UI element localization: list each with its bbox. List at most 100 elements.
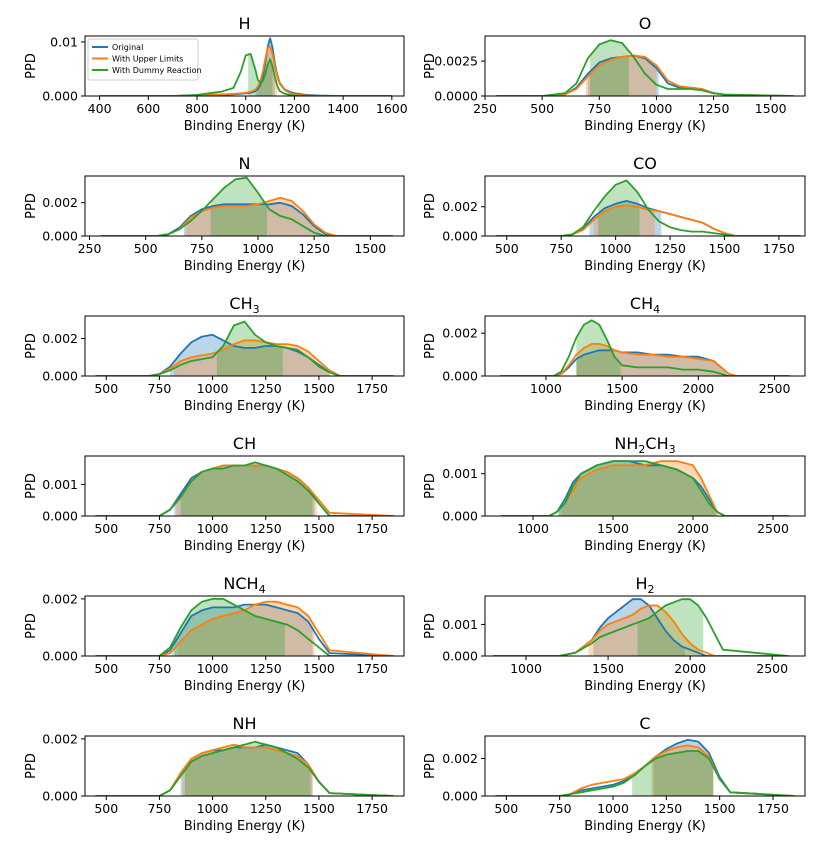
x-tick-label: 2000	[677, 521, 709, 536]
hpd-area-with-upper-limits	[178, 601, 315, 656]
x-tick-label: 1000	[597, 801, 629, 816]
x-tick-label: 1500	[303, 801, 335, 816]
x-tick-label: 1500	[303, 381, 335, 396]
hpd-area-with-dummy-reaction	[180, 462, 313, 516]
density-line-with-dummy-reaction	[493, 598, 789, 656]
density-line-with-dummy-reaction	[500, 319, 790, 376]
chart-panel-h2: 1000 1500 2000 2500 0.000 0.001 H2 Binding Ener…	[423, 574, 806, 694]
x-tick-label: 1250	[650, 801, 682, 816]
x-tick-label: 2500	[756, 661, 788, 676]
hpd-area-with-upper-limits	[257, 46, 278, 96]
x-tick-label: 1250	[250, 521, 282, 536]
x-tick-label: 1000	[517, 521, 549, 536]
density-line-with-upper-limits	[493, 604, 789, 656]
chart-title: CH3	[229, 294, 259, 316]
density-line-original	[501, 460, 789, 516]
hpd-area-with-dummy-reaction	[172, 598, 285, 656]
x-tick-label: 1500	[597, 521, 629, 536]
x-tick-label: 1750	[356, 381, 388, 396]
y-axis-label: PPD	[423, 613, 438, 639]
density-line-with-dummy-reaction	[95, 461, 394, 516]
x-tick-label: 1750	[356, 521, 388, 536]
axes-frame	[484, 175, 806, 237]
y-tick-label: 0.000	[442, 369, 478, 384]
y-tick-label: 0.000	[42, 509, 78, 524]
y-tick-label: 0.002	[42, 591, 78, 606]
density-line-with-upper-limits	[95, 339, 394, 376]
x-axis-label: Binding Energy (K)	[584, 819, 706, 834]
x-tick-label: 1000	[230, 101, 262, 116]
axes-frame	[84, 455, 405, 517]
x-tick-label: 750	[549, 241, 573, 256]
density-line-with-dummy-reaction	[99, 52, 392, 96]
hpd-area-with-dummy-reaction	[184, 742, 311, 796]
x-tick-label: 1000	[641, 101, 673, 116]
y-tick-label: 0.000	[42, 229, 78, 244]
x-tick-label: 500	[94, 801, 118, 816]
x-tick-label: 1750	[757, 801, 789, 816]
x-tick-label: 400	[88, 101, 112, 116]
density-line-with-dummy-reaction	[95, 740, 394, 796]
hpd-area-with-upper-limits	[561, 461, 719, 516]
y-axis-label: PPD	[24, 193, 39, 219]
y-axis-label: PPD	[423, 753, 438, 779]
x-tick-label: 500	[94, 661, 118, 676]
x-tick-label: 750	[148, 661, 172, 676]
x-tick-label: 1200	[279, 101, 311, 116]
y-tick-label: 0.000	[42, 649, 78, 664]
legend: Original With Upper Limits With Dummy Reac…	[87, 38, 202, 81]
x-tick-label: 500	[94, 381, 118, 396]
density-line-with-upper-limits	[496, 54, 794, 96]
x-tick-label: 1250	[298, 241, 330, 256]
axes-frame	[484, 735, 806, 797]
axes-frame	[84, 175, 405, 237]
y-axis-label: PPD	[24, 753, 39, 779]
hpd-area-with-dummy-reaction	[590, 40, 629, 96]
x-tick-label: 2500	[759, 381, 791, 396]
x-tick-label: 1000	[197, 521, 229, 536]
x-tick-label: 1250	[250, 801, 282, 816]
y-tick-label: 0.001	[442, 466, 478, 481]
chart-panel-o: 250 500 750 1000 1250 1500 0.0000 0.0025 O Bindin…	[423, 14, 806, 134]
chart-panel-nch4: 500 750 1000 1250 1500 1750 0.000 0.002 NCH4 Bind…	[24, 574, 405, 694]
chart-title: NH	[233, 714, 257, 733]
x-axis-label: Binding Energy (K)	[184, 539, 306, 554]
y-tick-label: 0.002	[442, 326, 478, 341]
y-tick-label: 0.001	[442, 617, 478, 632]
x-tick-label: 250	[473, 101, 497, 116]
x-tick-label: 750	[190, 241, 214, 256]
x-tick-label: 1000	[530, 381, 562, 396]
chart-title: N	[239, 154, 251, 173]
chart-title: H2	[635, 574, 654, 596]
hpd-area-with-dummy-reaction	[637, 599, 704, 656]
hpd-area-with-dummy-reaction	[632, 751, 714, 796]
x-tick-label: 1000	[242, 241, 274, 256]
y-axis-label: PPD	[423, 193, 438, 219]
x-tick-label: 1500	[755, 101, 787, 116]
y-tick-label: 0.000	[42, 789, 78, 804]
x-tick-label: 1500	[303, 661, 335, 676]
x-axis-label: Binding Energy (K)	[184, 819, 306, 834]
x-tick-label: 1400	[327, 101, 359, 116]
y-tick-label: 0.000	[442, 509, 478, 524]
hpd-area-with-dummy-reaction	[216, 321, 283, 376]
density-line-original	[100, 201, 393, 236]
density-line-with-dummy-reaction	[95, 598, 394, 656]
x-tick-label: 250	[78, 241, 102, 256]
chart-panel-ch4: 1000 1500 2000 2500 0.000 0.002 CH4 Binding Ene…	[423, 294, 806, 414]
density-line-with-dummy-reaction	[495, 179, 801, 236]
y-axis-label: PPD	[24, 333, 39, 359]
x-tick-label: 750	[587, 101, 611, 116]
x-tick-label: 1500	[303, 521, 335, 536]
x-axis-label: Binding Energy (K)	[584, 399, 706, 414]
x-tick-label: 1000	[510, 661, 542, 676]
axes-frame	[84, 315, 405, 377]
hpd-area-original	[174, 604, 313, 656]
chart-title: NH2CH3	[614, 434, 675, 456]
chart-title: H	[238, 14, 250, 33]
x-tick-label: 1000	[600, 241, 632, 256]
x-tick-label: 800	[185, 101, 209, 116]
y-tick-label: 0.0025	[434, 54, 478, 69]
x-tick-label: 2500	[757, 521, 789, 536]
